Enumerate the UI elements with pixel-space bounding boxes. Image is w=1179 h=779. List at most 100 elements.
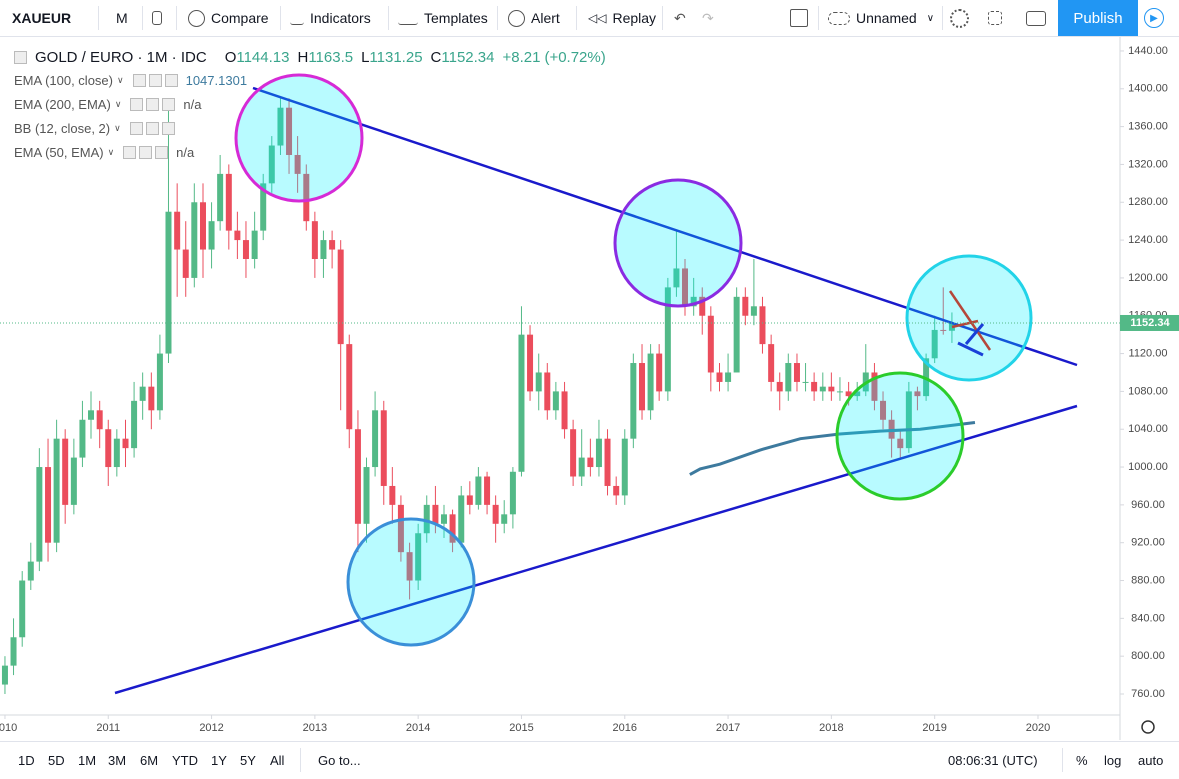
chart-type[interactable]: [152, 0, 168, 36]
indicator-button[interactable]: [139, 145, 153, 159]
range-button[interactable]: 1D: [18, 753, 35, 768]
templates-button[interactable]: Templates: [398, 0, 488, 36]
label: Compare: [211, 10, 269, 26]
range-button[interactable]: 1Y: [211, 753, 227, 768]
trend-line[interactable]: [964, 323, 985, 345]
settings-icon[interactable]: [1141, 720, 1155, 734]
trend-line[interactable]: [948, 290, 992, 351]
trend-line[interactable]: [114, 404, 1078, 695]
indicator-value: 1047.1301: [185, 72, 248, 88]
x-tick-label: 2016: [613, 722, 637, 734]
indicator-button[interactable]: [146, 97, 160, 111]
interval[interactable]: M: [116, 10, 128, 26]
indicator-button[interactable]: [145, 121, 159, 135]
range-button[interactable]: 6M: [140, 753, 159, 768]
indicator-button[interactable]: [130, 97, 144, 111]
range-button[interactable]: 3M: [108, 753, 127, 768]
candle-body: [690, 296, 697, 307]
ohlc-label: L: [361, 48, 370, 66]
trend-line[interactable]: [957, 341, 984, 357]
y-tick-label: 1000.00: [1128, 461, 1168, 473]
candle-body: [320, 240, 327, 260]
alert-button[interactable]: Alert: [508, 0, 560, 36]
settings-button[interactable]: [950, 0, 975, 36]
snapshot-button[interactable]: [1026, 0, 1052, 36]
play-button[interactable]: ▶: [1144, 0, 1164, 36]
y-tick-label: 1080.00: [1128, 385, 1168, 397]
candle-body: [199, 202, 206, 250]
dropdown-arrow: ∨: [114, 122, 121, 133]
y-tick-label: 1280.00: [1128, 196, 1168, 208]
indicator-button[interactable]: [155, 145, 169, 159]
y-tick-label: 1200.00: [1128, 272, 1168, 284]
percent-toggle[interactable]: %: [1076, 753, 1088, 768]
indicator-name: EMA (200, EMA): [14, 96, 111, 112]
auto-toggle[interactable]: auto: [1138, 753, 1164, 768]
circle-drawing[interactable]: [835, 371, 965, 501]
separator: [576, 6, 577, 30]
log-toggle[interactable]: log: [1104, 753, 1122, 768]
candle-body: [329, 240, 336, 250]
candle-body: [191, 202, 198, 278]
indicator-button[interactable]: [148, 73, 162, 87]
candle-body: [475, 476, 482, 505]
candle-body: [501, 514, 508, 524]
publish-button[interactable]: Publish: [1058, 0, 1138, 36]
separator: [818, 6, 819, 30]
circle-drawing[interactable]: [613, 178, 743, 308]
indicator-button[interactable]: [129, 121, 143, 135]
indicator-button[interactable]: [164, 73, 178, 87]
redo-button[interactable]: ↷: [702, 9, 714, 26]
range-button[interactable]: All: [270, 753, 285, 768]
candle-body: [750, 306, 757, 316]
legend-header: GOLD / EURO · 1M · IDC O 1144.13 H 1163.5 …: [14, 46, 614, 68]
candle-body: [286, 107, 293, 155]
trend-line[interactable]: [252, 86, 1078, 367]
dropdown-arrow: ∨: [114, 98, 122, 109]
candle-body: [845, 391, 852, 397]
indicators-button[interactable]: Indicators: [290, 0, 371, 36]
separator: [388, 6, 389, 30]
x-tick-label: 2017: [716, 722, 740, 734]
dropdown-arrow: ∨: [107, 146, 115, 157]
range-button[interactable]: 5Y: [240, 753, 256, 768]
candle-body: [940, 329, 947, 331]
trend-line[interactable]: [951, 319, 979, 329]
replay-button[interactable]: ◁◁ Replay: [588, 0, 656, 36]
candle-body: [621, 438, 628, 496]
candle-body: [811, 381, 818, 392]
goto-button[interactable]: Go to...: [318, 753, 361, 768]
collapse-icon[interactable]: [14, 50, 27, 64]
candle-body: [225, 173, 232, 231]
range-button[interactable]: 5D: [48, 753, 65, 768]
indicator-row: EMA (100, close) ∨ 1047.1301: [14, 68, 614, 92]
indicator-button[interactable]: [162, 97, 176, 111]
range-button[interactable]: 1M: [78, 753, 97, 768]
ohlc-label: C: [430, 48, 442, 66]
candle-body: [613, 485, 620, 496]
candle-body: [277, 107, 284, 146]
circle-drawing[interactable]: [234, 73, 364, 203]
candle-body: [492, 504, 499, 524]
fullscreen-toggle[interactable]: [790, 0, 814, 36]
layout-button[interactable]: Unnamed ∨: [828, 0, 934, 36]
indicator-button[interactable]: [132, 73, 146, 87]
range-button[interactable]: YTD: [172, 753, 198, 768]
compare-button[interactable]: Compare: [188, 0, 269, 36]
candle-body: [828, 386, 835, 392]
symbol[interactable]: XAUEUR: [12, 10, 72, 26]
expand-button[interactable]: [988, 0, 1008, 36]
candle-body: [337, 249, 344, 345]
ohlc-value: 1163.5: [308, 48, 354, 66]
candle-body: [776, 381, 783, 392]
candle-body: [595, 438, 602, 468]
undo-button[interactable]: ↶: [674, 9, 686, 26]
icon: ▶: [1144, 8, 1164, 28]
icon: [188, 9, 205, 27]
indicator-button[interactable]: [161, 121, 175, 135]
candle-body: [122, 438, 129, 449]
indicator-button[interactable]: [123, 145, 137, 159]
y-tick-label: 800.00: [1131, 650, 1165, 662]
circle-drawing[interactable]: [346, 517, 476, 647]
